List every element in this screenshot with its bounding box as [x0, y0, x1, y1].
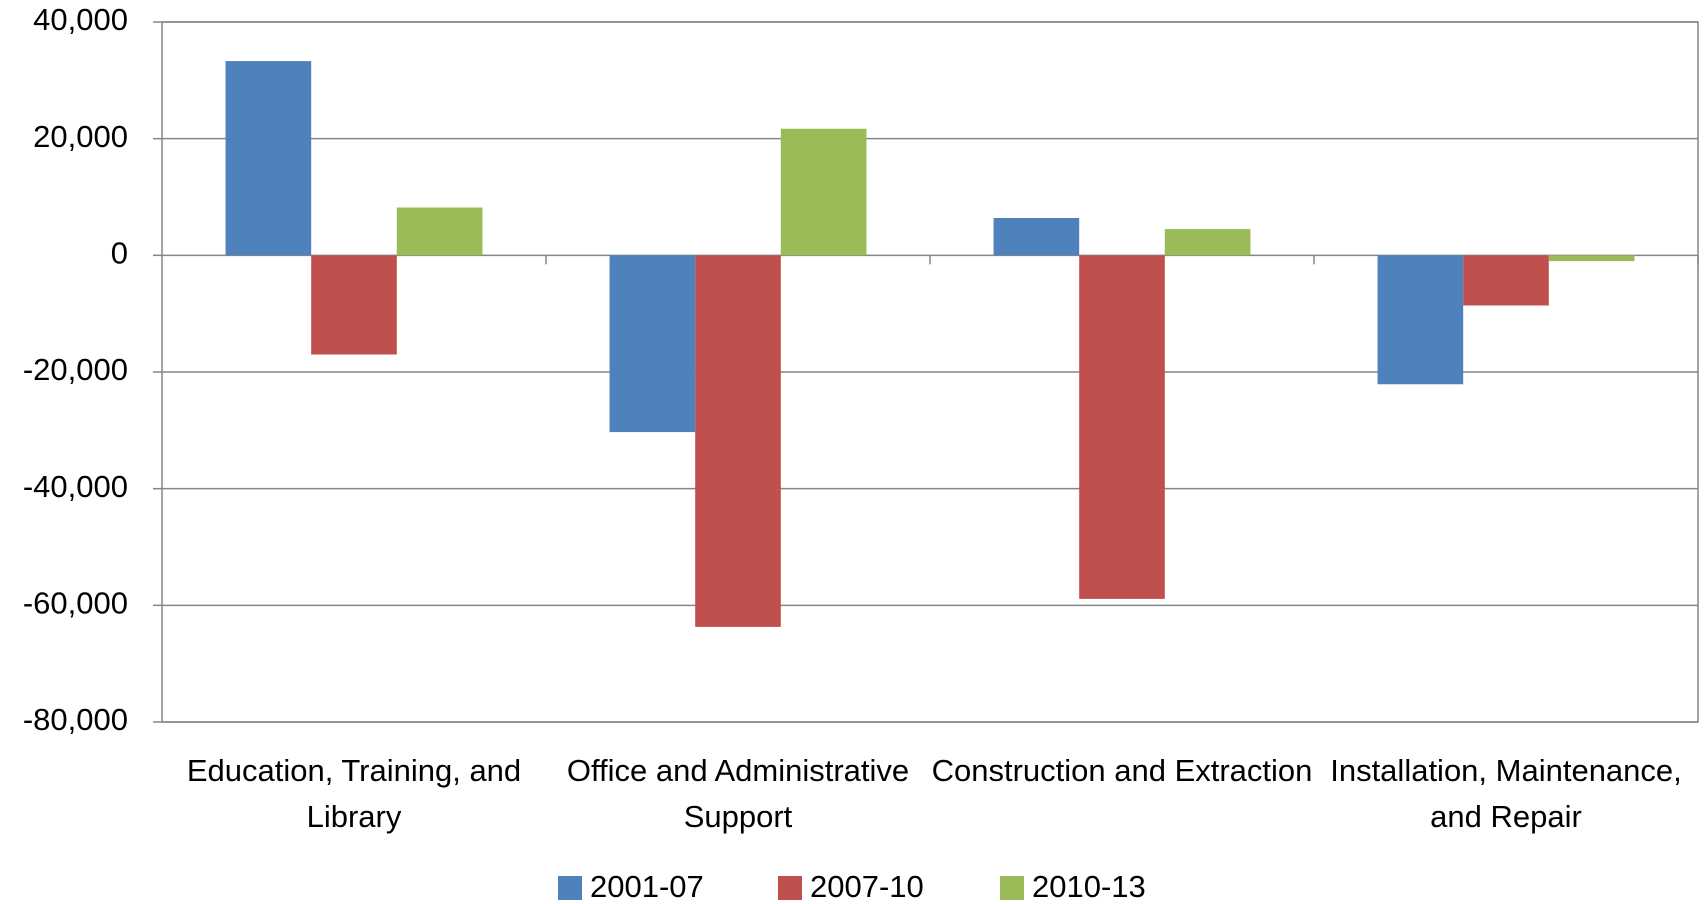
bar	[695, 255, 781, 627]
bar	[225, 61, 312, 256]
y-tick-label: 40,000	[33, 2, 128, 37]
legend-label: 2001-07	[590, 869, 704, 904]
y-tick-label: -20,000	[23, 352, 128, 387]
bar	[396, 207, 483, 256]
legend-label: 2010-13	[1032, 869, 1146, 904]
y-tick-label: 20,000	[33, 119, 128, 154]
bar	[1463, 255, 1549, 306]
legend-swatch	[558, 876, 582, 900]
plot-border	[161, 21, 1699, 723]
y-tick-label: -80,000	[23, 702, 128, 737]
x-tick-label: Installation, Maintenance, and Repair	[1330, 753, 1682, 834]
y-tick-label: 0	[111, 236, 128, 271]
legend-swatch	[1000, 876, 1024, 900]
y-tick-label: -40,000	[23, 469, 128, 504]
y-tick-label: -60,000	[23, 586, 128, 621]
x-tick-label: Office and Administrative Support	[566, 753, 910, 834]
bar	[993, 218, 1080, 256]
legend-label: 2007-10	[810, 869, 924, 904]
x-tick-label: Education, Training, and Library	[186, 753, 522, 834]
bar	[311, 255, 397, 355]
bar	[609, 255, 696, 433]
bar	[780, 128, 867, 256]
bar	[1079, 255, 1165, 599]
x-tick-label: Construction and Extraction	[931, 753, 1313, 788]
bar	[1164, 229, 1251, 256]
bar	[1377, 255, 1464, 385]
bar	[1548, 255, 1635, 262]
legend-swatch	[778, 876, 802, 900]
